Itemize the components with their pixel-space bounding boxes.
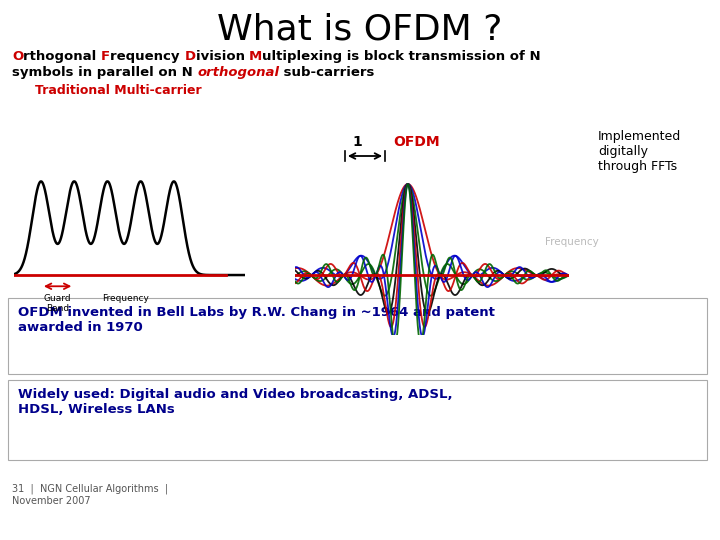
Text: OFDM: OFDM <box>393 135 440 149</box>
Text: What is OFDM ?: What is OFDM ? <box>217 13 503 47</box>
Text: requency: requency <box>110 50 184 63</box>
FancyBboxPatch shape <box>8 380 707 460</box>
Text: ivision: ivision <box>196 50 249 63</box>
Text: orthogonal: orthogonal <box>197 66 279 79</box>
Text: 1: 1 <box>352 135 362 149</box>
Text: OFDM invented in Bell Labs by R.W. Chang in ~1964 and patent
awarded in 1970: OFDM invented in Bell Labs by R.W. Chang… <box>18 306 495 334</box>
Text: Frequency: Frequency <box>545 237 599 247</box>
Text: Implemented
digitally
through FFTs: Implemented digitally through FFTs <box>598 130 681 173</box>
Text: sub-carriers: sub-carriers <box>279 66 374 79</box>
Text: M: M <box>249 50 262 63</box>
Text: Frequency: Frequency <box>102 294 148 303</box>
FancyBboxPatch shape <box>8 298 707 374</box>
Text: F: F <box>101 50 110 63</box>
Text: Guard
Band: Guard Band <box>44 294 71 313</box>
Text: D: D <box>184 50 196 63</box>
Text: O: O <box>12 50 23 63</box>
Text: symbols in parallel on N: symbols in parallel on N <box>12 66 197 79</box>
Text: 31  |  NGN Cellular Algorithms  |
November 2007: 31 | NGN Cellular Algorithms | November … <box>12 484 168 506</box>
Text: ultiplexing is block transmission of N: ultiplexing is block transmission of N <box>262 50 541 63</box>
Text: rthogonal: rthogonal <box>23 50 101 63</box>
Text: Widely used: Digital audio and Video broadcasting, ADSL,
HDSL, Wireless LANs: Widely used: Digital audio and Video bro… <box>18 388 453 416</box>
Text: Traditional Multi-carrier: Traditional Multi-carrier <box>35 84 202 97</box>
